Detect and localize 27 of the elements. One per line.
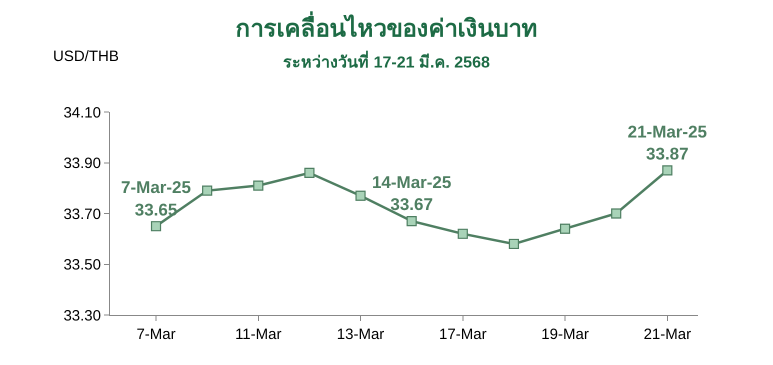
point — [458, 228, 468, 239]
point — [304, 168, 315, 178]
point — [406, 216, 417, 226]
chart-title: การเคลื่อนไหวของค่าเงินบาท — [236, 10, 538, 42]
y-tick-label: 34.10 — [63, 104, 101, 122]
y-tick-label: 33.90 — [63, 155, 101, 172]
x-tick-label: 13-Mar — [336, 326, 384, 343]
point — [150, 221, 162, 232]
y-tick-label: 33.50 — [63, 256, 101, 274]
x-tick-label: 7-Mar — [136, 326, 176, 343]
x-tick-label: 11-Mar — [235, 326, 282, 343]
y-axis-title: USD/THB — [53, 48, 119, 65]
point — [662, 165, 672, 176]
chart-subtitle: ระหว่างวันที่ 17-21 มี.ค. 2568 — [283, 50, 490, 72]
point — [355, 190, 366, 201]
data-label: 21-Mar-25 33.87 — [628, 122, 708, 164]
data-label: 14-Mar-25 33.67 — [372, 173, 452, 214]
point — [508, 238, 520, 250]
point — [560, 224, 570, 234]
x-tick-label: 21-Mar — [644, 326, 692, 343]
point — [202, 186, 212, 196]
point — [611, 208, 622, 219]
x-tick-label: 19-Mar — [541, 326, 589, 343]
x-tick-label: 17-Mar — [439, 326, 487, 343]
point — [253, 180, 264, 191]
y-tick-label: 33.70 — [63, 206, 101, 223]
y-tick-label: 33.30 — [63, 307, 101, 324]
